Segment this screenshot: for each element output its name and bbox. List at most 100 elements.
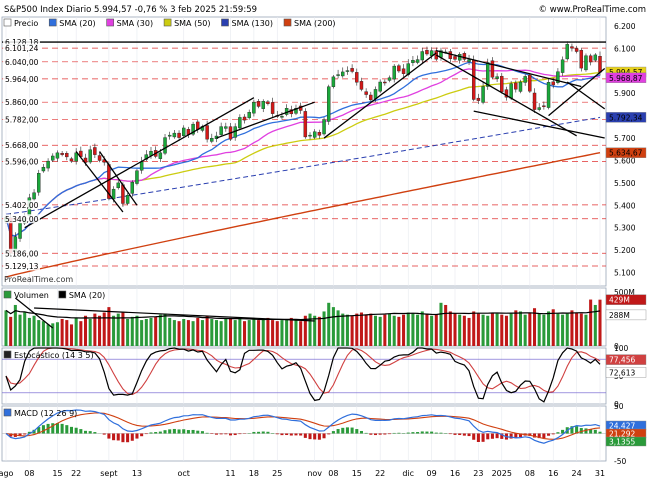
macd-histogram-bar xyxy=(411,432,415,434)
macd-histogram-bar xyxy=(364,432,368,434)
volume-bar xyxy=(182,319,186,346)
level-label: 5.782,00 xyxy=(5,116,39,125)
macd-line xyxy=(5,409,601,444)
macd-histogram-bar xyxy=(369,433,373,435)
candlesticks xyxy=(4,41,602,257)
date-tick-label: dic xyxy=(402,469,414,478)
macd-histogram-bar xyxy=(88,431,92,434)
stochastic-tick-label: 0 xyxy=(614,400,619,409)
candle-body xyxy=(270,102,275,114)
macd-histogram-bar xyxy=(345,427,349,434)
macd-histogram-bar xyxy=(9,433,13,437)
candle-body xyxy=(415,59,420,63)
volume-bar xyxy=(570,310,574,346)
macd-histogram-bar xyxy=(495,433,499,439)
candle-body xyxy=(97,155,102,161)
date-tick-label: 08 xyxy=(24,469,34,478)
date-tick-label: 11 xyxy=(225,469,235,478)
volume-bar xyxy=(331,307,335,346)
macd-histogram-bar xyxy=(327,433,331,435)
volume-bar xyxy=(224,319,228,346)
volume-bar xyxy=(584,314,588,346)
stochastic-value-box xyxy=(605,354,647,365)
volume-bar xyxy=(453,313,457,346)
macd-histogram-bar xyxy=(392,432,396,434)
macd-histogram-bar xyxy=(23,433,27,435)
volume-bar xyxy=(135,315,139,346)
macd-histogram-bar xyxy=(476,433,480,442)
stochastic-main-line xyxy=(5,347,601,403)
volume-bar xyxy=(172,320,176,346)
volume-bar xyxy=(388,313,392,346)
volume-axis: 500M 0 429M 288M xyxy=(605,288,647,351)
level-label: 5.668,00 xyxy=(5,141,39,150)
volume-bar xyxy=(430,315,434,346)
volume-bar xyxy=(299,321,303,346)
date-tick-label: 18 xyxy=(249,469,259,478)
macd-histogram-bar xyxy=(51,423,55,434)
volume-bar xyxy=(257,320,261,346)
volume-bar xyxy=(420,311,424,346)
volume-tick-label: 500M xyxy=(614,288,635,297)
candle-body xyxy=(579,49,584,69)
volume-bar xyxy=(285,319,289,346)
candle-body xyxy=(490,60,495,78)
volume-bar xyxy=(481,314,485,346)
macd-histogram-bar xyxy=(149,432,153,434)
volume-bar xyxy=(280,320,284,346)
volume-bar xyxy=(392,315,396,346)
sma130-line xyxy=(5,116,601,215)
volume-bar xyxy=(294,320,298,346)
candle-body xyxy=(135,170,139,184)
volume-bar xyxy=(378,316,382,346)
macd-histogram-bar xyxy=(79,429,83,434)
volume-value-label: 429M xyxy=(609,296,630,305)
candle-body xyxy=(308,134,312,137)
volume-bar xyxy=(112,315,116,346)
chart-title: S&P500 Index Diario 5.994,57 -0,76 % 3 f… xyxy=(4,5,257,15)
macd-histogram-bar xyxy=(289,433,293,436)
sma200-line xyxy=(5,152,601,278)
level-labels: 6.128,186.101,24 6.040,00 5.964,00 5.860,00… xyxy=(3,37,40,271)
volume-bar xyxy=(83,315,88,346)
price-axis: 6.2006.1006.0005.9005.8005.7005.6005.500… xyxy=(605,22,647,278)
candle-body xyxy=(378,81,382,92)
macd-histogram-bar xyxy=(448,433,452,435)
level-label-bg xyxy=(3,57,40,67)
candle-body xyxy=(60,153,64,155)
candle-body xyxy=(434,50,439,60)
macd-histogram-bar xyxy=(27,431,31,434)
volume-bar xyxy=(575,312,579,346)
volume-bar xyxy=(598,299,602,346)
sma30-line xyxy=(5,68,601,237)
volume-bar xyxy=(275,321,279,346)
macd-histogram-bar xyxy=(252,431,256,434)
candle-body xyxy=(125,195,130,204)
candle-body xyxy=(74,152,78,162)
candle-body xyxy=(462,53,467,60)
volume-bar xyxy=(462,315,466,346)
volume-bar xyxy=(102,312,106,346)
level-label-bg xyxy=(3,43,40,53)
volume-bar xyxy=(60,319,64,346)
volume-bar xyxy=(359,312,363,346)
date-tick-label: 24 xyxy=(572,469,582,478)
candle-body xyxy=(570,46,574,49)
level-label: 5.860,00 xyxy=(5,98,39,107)
volume-bar xyxy=(416,314,420,346)
current-value-box xyxy=(605,147,647,158)
date-tick-label: 15 xyxy=(52,469,62,478)
price-tick-label: 5.700 xyxy=(614,134,636,143)
volume-bar xyxy=(579,313,583,346)
candle-body xyxy=(387,77,392,81)
date-tick-label: 2025 xyxy=(492,469,512,478)
volume-value-box xyxy=(605,309,647,321)
volume-value-box xyxy=(605,294,647,305)
price-tick-label: 5.900 xyxy=(614,89,636,98)
volume-bar xyxy=(69,324,74,346)
candle-body xyxy=(471,59,476,100)
current-value-label: 5.634,67 xyxy=(609,149,643,158)
macd-value-label: 24,427 xyxy=(609,422,635,431)
